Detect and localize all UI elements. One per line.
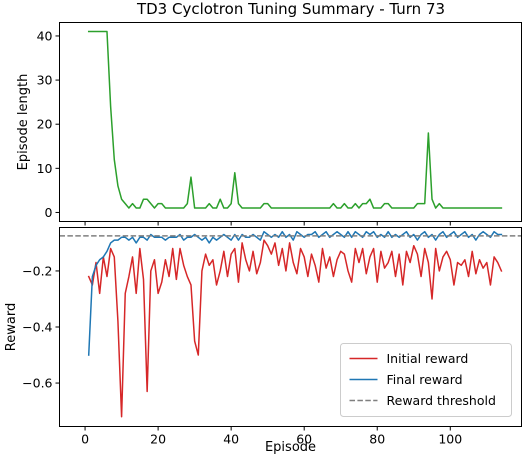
legend-label-initial-reward: Initial reward — [387, 351, 469, 366]
y-tick-label: −0.2 — [22, 263, 52, 278]
legend-label-final-reward: Final reward — [387, 372, 463, 387]
legend-label-reward-threshold: Reward threshold — [387, 393, 496, 408]
initial-reward-line — [87, 239, 503, 418]
x-tick-label: 40 — [223, 432, 239, 447]
y-axis-label: Episode length — [16, 74, 31, 171]
y-tick-label: 20 — [37, 117, 53, 132]
reward-panel: 0 20 40 60 80 100 −0.6 −0.4 −0.2 Reward Episode Ini… — [4, 227, 522, 455]
figure-title: TD3 Cyclotron Tuning Summary - Turn 73 — [136, 0, 445, 18]
y-tick-label: −0.6 — [22, 376, 52, 391]
y-axis-label: Reward — [4, 303, 19, 351]
y-tick-label: 30 — [37, 73, 53, 88]
x-tick-label: 60 — [296, 432, 312, 447]
x-tick-label: 80 — [369, 432, 385, 447]
axes-frame — [59, 22, 522, 222]
x-tick-label: 100 — [438, 432, 462, 447]
y-tick-label: 40 — [37, 28, 53, 43]
series-0-0-line — [87, 30, 503, 209]
legend: Initial reward Final reward Reward thresho… — [340, 343, 512, 417]
y-tick-label: −0.4 — [22, 320, 52, 335]
legend-box — [340, 343, 512, 417]
x-axis-label: Episode — [265, 440, 316, 455]
y-tick-label: 0 — [45, 205, 53, 220]
plot-area — [59, 230, 522, 418]
y-tick-label: 10 — [37, 161, 53, 176]
x-tick-label: 0 — [81, 432, 89, 447]
plot-area — [87, 30, 503, 209]
episode-length-panel: 0 10 20 30 40 Episode length — [16, 22, 522, 226]
x-tick-label: 20 — [150, 432, 166, 447]
